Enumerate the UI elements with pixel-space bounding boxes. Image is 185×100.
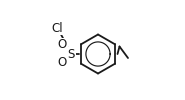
Text: O: O [57, 56, 67, 70]
Text: O: O [57, 38, 67, 52]
Text: S: S [67, 48, 75, 60]
Text: Cl: Cl [51, 22, 63, 34]
